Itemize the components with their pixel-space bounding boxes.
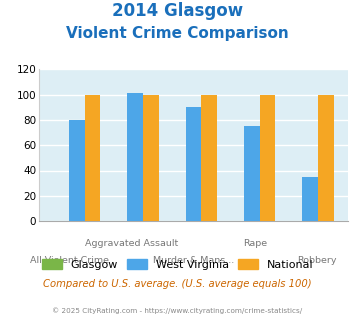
Text: © 2025 CityRating.com - https://www.cityrating.com/crime-statistics/: © 2025 CityRating.com - https://www.city… bbox=[53, 308, 302, 314]
Bar bbox=[127, 93, 143, 221]
Text: Murder & Mans...: Murder & Mans... bbox=[153, 256, 234, 265]
Bar bbox=[69, 120, 84, 221]
Legend: Glasgow, West Virginia, National: Glasgow, West Virginia, National bbox=[37, 255, 318, 274]
Text: 2014 Glasgow: 2014 Glasgow bbox=[112, 2, 243, 20]
Bar bbox=[201, 95, 217, 221]
Bar bbox=[84, 95, 100, 221]
Text: Aggravated Assault: Aggravated Assault bbox=[85, 239, 178, 248]
Bar bbox=[186, 107, 201, 221]
Text: All Violent Crime: All Violent Crime bbox=[31, 256, 109, 265]
Text: Robbery: Robbery bbox=[297, 256, 337, 265]
Text: Rape: Rape bbox=[243, 239, 267, 248]
Text: Compared to U.S. average. (U.S. average equals 100): Compared to U.S. average. (U.S. average … bbox=[43, 279, 312, 289]
Bar bbox=[143, 95, 159, 221]
Bar bbox=[302, 177, 318, 221]
Text: Violent Crime Comparison: Violent Crime Comparison bbox=[66, 26, 289, 41]
Bar bbox=[260, 95, 275, 221]
Bar bbox=[244, 126, 260, 221]
Bar bbox=[318, 95, 334, 221]
